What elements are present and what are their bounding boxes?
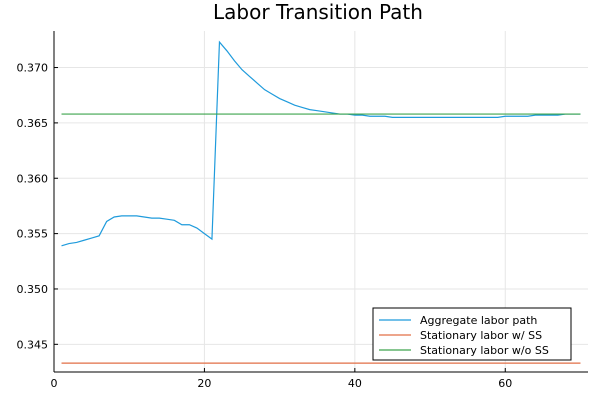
y-tick-label: 0.370: [17, 62, 49, 75]
grid: [53, 31, 588, 372]
x-tick-label: 40: [348, 377, 362, 390]
legend: Aggregate labor path Stationary labor w/ …: [372, 307, 572, 361]
y-tick-label: 0.360: [17, 172, 49, 185]
y-tick-label: 0.355: [17, 228, 49, 241]
x-tick-label: 60: [498, 377, 512, 390]
x-tick-label: 20: [197, 377, 211, 390]
y-tick-label: 0.345: [17, 338, 49, 351]
series-layer: [61, 40, 581, 364]
series-line-1: [61, 40, 581, 247]
y-tick-label: 0.350: [17, 283, 49, 296]
axes: [53, 31, 588, 373]
legend-label: Stationary labor w/o SS: [420, 344, 549, 357]
y-tick-label: 0.365: [17, 117, 49, 130]
tick-labels: 0 20 40 60 0.345 0.350 0.355 0.360 0.365 0.370: [17, 62, 513, 390]
legend-box: [372, 307, 572, 361]
x-tick-label: 0: [51, 377, 58, 390]
legend-label: Aggregate labor path: [420, 314, 537, 327]
chart-title: Labor Transition Path: [213, 0, 423, 24]
legend-label: Stationary labor w/ SS: [420, 329, 542, 342]
